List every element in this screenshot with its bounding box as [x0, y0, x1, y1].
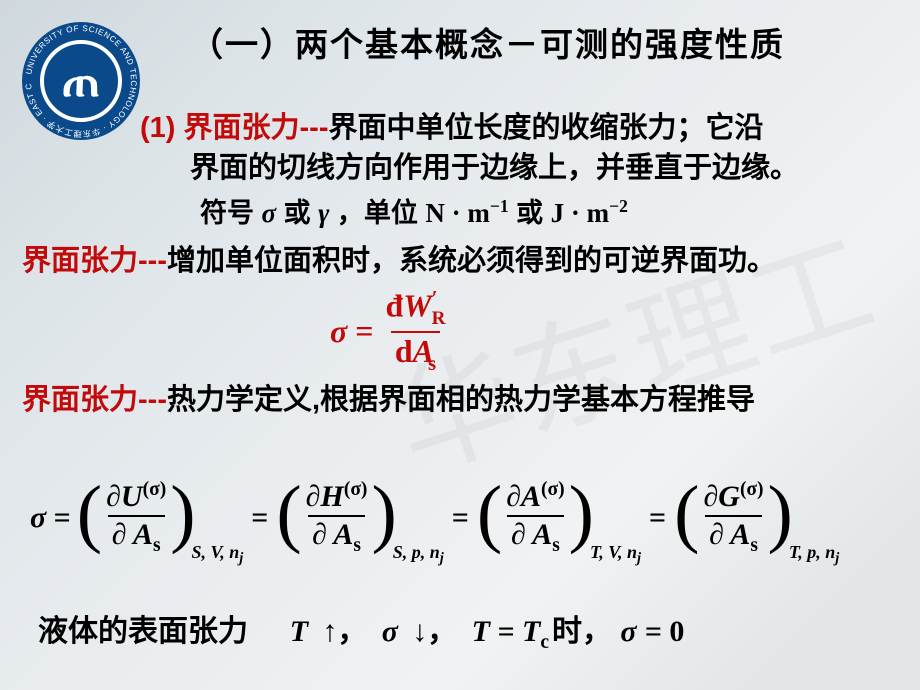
partial-conditions-1: S, V, nj [192, 542, 244, 568]
partial-frac-4: ∂G(σ)∂ As [699, 480, 767, 556]
unit-jm: J · m [551, 198, 610, 228]
equals-sign: = [452, 501, 469, 535]
partial-den: ∂ As [507, 515, 564, 556]
eq1-den-sub: s [428, 352, 436, 375]
eq1-eq: = [355, 313, 373, 350]
unit-jm-exp: −2 [609, 196, 628, 216]
bottom-T1: T [290, 612, 308, 651]
university-logo: UNIVERSITY OF SCIENCE AND TECHNOLOGY · 华… [22, 22, 140, 140]
partial-num: ∂G(σ) [699, 480, 767, 515]
partial-den: ∂ As [308, 515, 365, 556]
eq1-lhs: σ [330, 313, 347, 350]
bottom-up: ↑， [322, 612, 367, 651]
eq1-numerator: đW′R [381, 288, 449, 331]
gamma-symbol: γ [318, 198, 329, 228]
partial-conditions-2: S, p, nj [393, 542, 444, 568]
eq1-den-d: d [395, 333, 413, 369]
rparen-icon: ) [768, 485, 793, 542]
unit-nm: N · m [425, 198, 490, 228]
rparen-icon: ) [170, 485, 195, 542]
definition-3-rest: 热力学定义,根据界面相的热力学基本方程推导 [167, 384, 755, 416]
bottom-label: 液体的表面张力 [38, 615, 248, 648]
slide-heading: （一）两个基本概念－可测的强度性质 [190, 18, 785, 66]
equals-sign: = [251, 501, 268, 535]
partial-term-2: (∂H(σ)∂ As)S, p, nj [276, 480, 443, 556]
sigma-symbol: σ [262, 198, 277, 228]
definition-1-line-1: (1) 界面张力---界面中单位长度的收缩张力；它沿 [140, 110, 764, 148]
bottom-T-eq-Tc-main: T = T [472, 615, 541, 648]
definition-1-lead: (1) 界面张力--- [140, 112, 328, 144]
definition-2-rest: 增加单位面积时，系统必须得到的可逆界面功。 [167, 245, 776, 277]
partial-num: ∂H(σ) [302, 480, 372, 515]
logo-inner-disc: ጠ [40, 40, 122, 122]
eq1-num-d: đ [385, 288, 403, 324]
bottom-down: ↓， [412, 612, 457, 651]
unit-or: 或 [516, 198, 551, 228]
symbol-prefix: 符号 [200, 198, 262, 228]
lparen-icon: ( [674, 485, 699, 542]
definition-1-rest: 界面中单位长度的收缩张力；它沿 [328, 112, 763, 144]
definition-1-line-2: 界面的切线方向作用于边缘上，并垂直于边缘。 [190, 150, 799, 188]
logo-glyph: ጠ [62, 54, 100, 109]
partial-conditions-4: T, p, nj [789, 542, 839, 568]
partial-term-3: (∂A(σ)∂ As)T, V, nj [477, 480, 641, 556]
equation-sigma-work: σ = đW′R dAs [330, 288, 449, 374]
lparen-icon: ( [77, 485, 102, 542]
partials-container: (∂U(σ)∂ As)S, V, nj = (∂H(σ)∂ As)S, p, n… [77, 480, 839, 556]
lparen-icon: ( [477, 485, 502, 542]
partial-term-1: (∂U(σ)∂ As)S, V, nj [77, 480, 243, 556]
definition-2: 界面张力---增加单位面积时，系统必须得到的可逆界面功。 [22, 243, 776, 281]
eq1-num-sub: R [432, 308, 446, 329]
lparen-icon: ( [276, 485, 301, 542]
definition-2-lead: 界面张力--- [22, 245, 167, 277]
partials-lhs: σ = [30, 501, 71, 535]
eq1-fraction: đW′R dAs [381, 288, 449, 374]
partial-conditions-3: T, V, nj [590, 542, 641, 568]
symbol-or-1: 或 [284, 198, 319, 228]
eq1-num-prime: ′ [432, 287, 438, 310]
bottom-sigma1: σ [382, 612, 398, 651]
bottom-sigma-zero: σ = 0 [620, 615, 684, 648]
definition-3: 界面张力---热力学定义,根据界面相的热力学基本方程推导 [22, 382, 755, 420]
rparen-icon: ) [569, 485, 594, 542]
equals-sign: = [649, 501, 666, 535]
unit-prefix: ，单位 [337, 198, 426, 228]
partial-den: ∂ As [108, 515, 165, 556]
bottom-when: 时， [552, 615, 612, 648]
definition-3-lead: 界面张力--- [22, 384, 167, 416]
bottom-T-eq-Tc: T = Tc [472, 612, 549, 655]
partial-derivatives-row: σ = (∂U(σ)∂ As)S, V, nj = (∂H(σ)∂ As)S, … [30, 480, 839, 556]
partial-num: ∂U(σ) [102, 480, 170, 515]
partial-frac-1: ∂U(σ)∂ As [102, 480, 170, 556]
bottom-line: 液体的表面张力 T ↑， σ ↓， T = Tc 时， σ = 0 [38, 612, 684, 655]
bottom-Tc-sub: c [540, 632, 549, 653]
unit-nm-exp: −1 [490, 196, 509, 216]
partial-term-4: (∂G(σ)∂ As)T, p, nj [674, 480, 839, 556]
partial-frac-2: ∂H(σ)∂ As [302, 480, 372, 556]
partial-den: ∂ As [705, 515, 762, 556]
rparen-icon: ) [371, 485, 396, 542]
eq1-num-W: W [403, 288, 431, 324]
symbol-unit-line: 符号 σ 或 γ ，单位 N · m−1 或 J · m−2 [200, 195, 628, 231]
partial-num: ∂A(σ) [502, 480, 568, 515]
eq1-denominator: dAs [391, 331, 440, 374]
partial-frac-3: ∂A(σ)∂ As [502, 480, 568, 556]
